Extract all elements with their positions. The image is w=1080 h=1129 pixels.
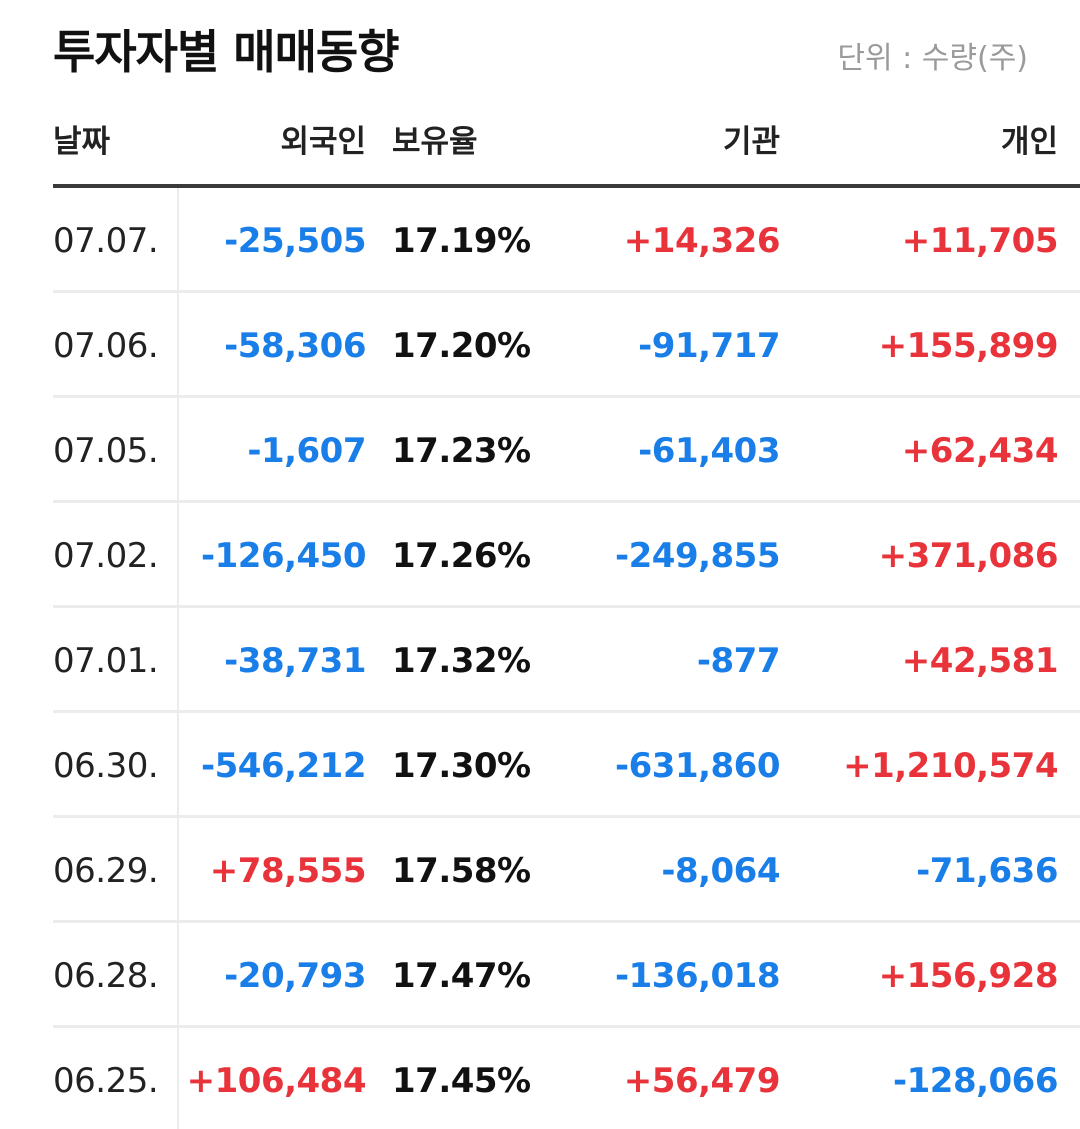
header-ratio: 보유율 [392, 124, 478, 160]
table-row: 07.07. -25,505 17.19% +14,326 +11,705 [53, 188, 1080, 293]
row-ratio: 17.58% [392, 850, 531, 891]
header-date: 날짜 [53, 124, 111, 160]
table-row: 06.28. -20,793 17.47% -136,018 +156,928 [53, 923, 1080, 1028]
column-divider [177, 713, 179, 818]
row-institution: +56,479 [623, 1060, 781, 1101]
row-foreign: +78,555 [209, 850, 367, 891]
row-institution: -249,855 [615, 535, 780, 576]
row-date: 06.25. [53, 1060, 159, 1101]
column-divider [177, 608, 179, 713]
table-row: 07.05. -1,607 17.23% -61,403 +62,434 [53, 398, 1080, 503]
row-foreign: -20,793 [224, 955, 366, 996]
column-divider [177, 293, 179, 398]
row-institution: -631,860 [615, 745, 780, 786]
row-ratio: 17.23% [392, 430, 531, 471]
row-foreign: -25,505 [224, 220, 366, 261]
row-institution: -136,018 [615, 955, 780, 996]
column-divider [177, 923, 179, 1028]
row-date: 07.02. [53, 535, 159, 576]
row-institution: -91,717 [638, 325, 780, 366]
row-individual: +42,581 [901, 640, 1059, 681]
table-row: 06.30. -546,212 17.30% -631,860 +1,210,5… [53, 713, 1080, 818]
column-divider [177, 398, 179, 503]
row-divider [53, 815, 1080, 818]
row-date: 07.01. [53, 640, 159, 681]
row-divider [53, 710, 1080, 713]
row-ratio: 17.45% [392, 1060, 531, 1101]
header-foreign: 외국인 [280, 124, 366, 160]
row-foreign: -58,306 [224, 325, 366, 366]
row-divider [53, 920, 1080, 923]
row-foreign: -126,450 [201, 535, 366, 576]
row-individual: -128,066 [893, 1060, 1058, 1101]
row-divider [53, 290, 1080, 293]
row-date: 07.06. [53, 325, 159, 366]
row-date: 07.07. [53, 220, 159, 261]
column-divider [177, 188, 179, 293]
row-individual: +156,928 [878, 955, 1059, 996]
row-divider [53, 395, 1080, 398]
table-row: 06.25. +106,484 17.45% +56,479 -128,066 [53, 1028, 1080, 1129]
header-individual: 개인 [1000, 124, 1058, 160]
row-date: 06.29. [53, 850, 159, 891]
row-divider [53, 1025, 1080, 1028]
column-divider [177, 818, 179, 923]
table-row: 07.02. -126,450 17.26% -249,855 +371,086 [53, 503, 1080, 608]
table-row: 07.06. -58,306 17.20% -91,717 +155,899 [53, 293, 1080, 398]
row-ratio: 17.32% [392, 640, 531, 681]
row-divider [53, 605, 1080, 608]
page-title: 투자자별 매매동향 [53, 25, 400, 79]
column-divider [177, 503, 179, 608]
row-individual: +11,705 [901, 220, 1059, 261]
row-institution: +14,326 [623, 220, 781, 261]
row-institution: -61,403 [638, 430, 780, 471]
row-ratio: 17.30% [392, 745, 531, 786]
row-individual: +155,899 [878, 325, 1059, 366]
table-row: 06.29. +78,555 17.58% -8,064 -71,636 [53, 818, 1080, 923]
row-individual: +1,210,574 [843, 745, 1058, 786]
row-foreign: -546,212 [201, 745, 366, 786]
row-individual: -71,636 [916, 850, 1058, 891]
row-divider [53, 500, 1080, 503]
column-divider [177, 1028, 179, 1129]
unit-label: 단위 : 수량(주) [837, 41, 1028, 76]
row-ratio: 17.19% [392, 220, 531, 261]
header-institution: 기관 [722, 124, 780, 160]
row-institution: -877 [696, 640, 781, 681]
row-institution: -8,064 [661, 850, 780, 891]
row-date: 07.05. [53, 430, 159, 471]
row-foreign: -1,607 [247, 430, 366, 471]
row-ratio: 17.47% [392, 955, 531, 996]
row-ratio: 17.26% [392, 535, 531, 576]
row-individual: +371,086 [878, 535, 1059, 576]
row-ratio: 17.20% [392, 325, 531, 366]
row-foreign: +106,484 [186, 1060, 367, 1101]
row-date: 06.30. [53, 745, 159, 786]
row-individual: +62,434 [901, 430, 1059, 471]
header-divider [53, 184, 1080, 188]
table-row: 07.01. -38,731 17.32% -877 +42,581 [53, 608, 1080, 713]
row-foreign: -38,731 [224, 640, 366, 681]
row-date: 06.28. [53, 955, 159, 996]
